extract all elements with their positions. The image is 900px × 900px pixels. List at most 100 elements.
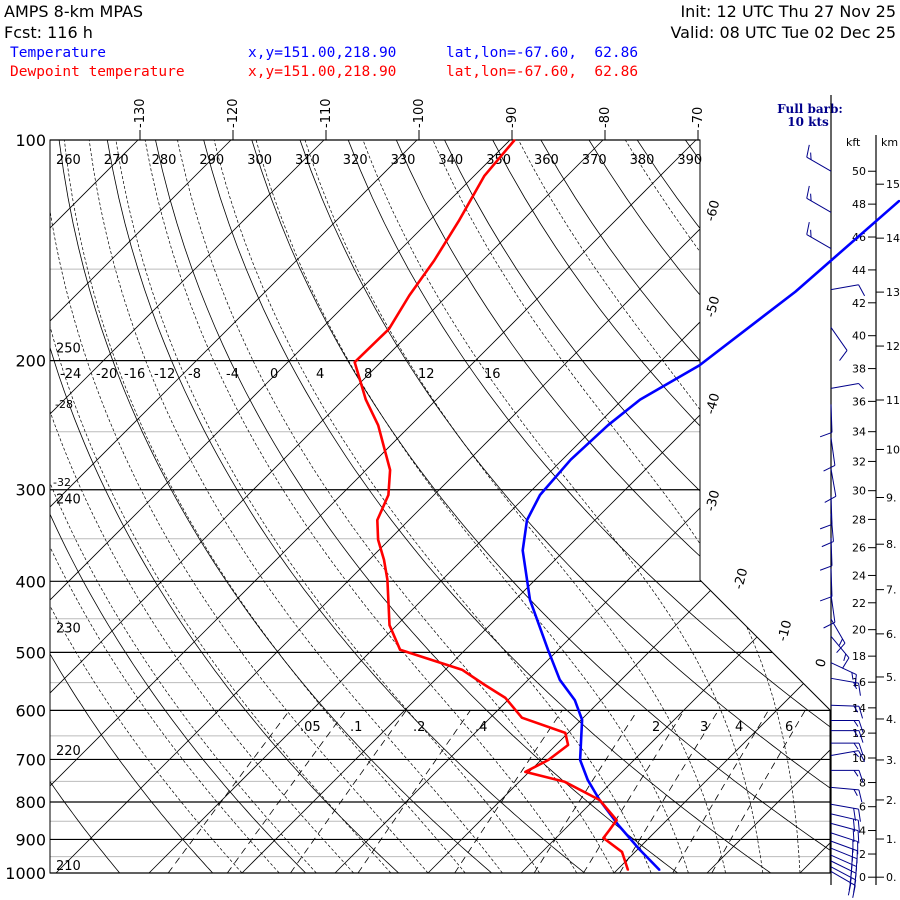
- dewpoint-point: [602, 837, 605, 839]
- dewpoint-point: [353, 361, 356, 364]
- wind-barb: [830, 284, 866, 297]
- km-label: 15.: [886, 178, 900, 191]
- pressure-label: 1000: [5, 864, 46, 883]
- isotherm-line: [706, 140, 830, 873]
- barb-staff: [830, 382, 859, 389]
- forecast-hour: Fcst: 116 h: [4, 23, 93, 42]
- isotherm-label: -110: [319, 98, 334, 128]
- kft-label: 44: [852, 264, 866, 277]
- dry-adiabat-line: [50, 140, 121, 873]
- barb-feather: [853, 682, 858, 690]
- legend-dewpoint-latlon: lat,lon=-67.60, 62.86: [446, 64, 638, 80]
- moist-adiabat-label: 12: [418, 367, 435, 382]
- wind-barb: [806, 185, 832, 213]
- moist-adiabat-label: -4: [226, 367, 239, 382]
- temperature-point: [794, 290, 797, 293]
- barb-feather: [858, 383, 864, 390]
- temperature-point: [569, 458, 572, 461]
- legend-dewpoint-xy: x,y=151.00,218.90: [248, 64, 396, 80]
- dewpoint-point: [484, 684, 486, 686]
- theta-label: 380: [630, 153, 655, 168]
- dewpoint-point: [384, 449, 386, 452]
- kft-label: 32: [852, 455, 866, 468]
- km-label: 4.: [886, 713, 897, 726]
- km-title: km: [881, 136, 898, 149]
- barb-staff: [830, 437, 836, 466]
- pressure-label: 500: [15, 643, 46, 662]
- moist-adiabat-line: [50, 140, 243, 873]
- wind-barb: [831, 769, 864, 783]
- moist-adiabat-line: [50, 140, 429, 873]
- theta-label: 230: [56, 622, 81, 637]
- barb-feather: [858, 742, 864, 756]
- temperature-point: [521, 549, 524, 552]
- kft-label: 10: [852, 752, 866, 765]
- dewpoint-point: [383, 559, 385, 561]
- kft-label: 40: [852, 330, 866, 343]
- moist-adiabat-line: [64, 140, 466, 873]
- moist-adiabat-line: [213, 140, 652, 873]
- theta-label: 340: [438, 153, 463, 168]
- moist-adiabat-line: [50, 140, 317, 873]
- kft-label: 42: [852, 297, 866, 310]
- pressure-label: 800: [15, 793, 46, 812]
- theta-label: 370: [582, 153, 607, 168]
- barb-feather: [853, 751, 859, 758]
- kft-label: 8: [859, 777, 866, 790]
- temperature-point: [698, 364, 701, 367]
- isotherm-line: [520, 140, 830, 873]
- kft-label: 26: [852, 542, 866, 555]
- isotherm-label: -130: [133, 98, 148, 128]
- moist-adiabat-label: 0: [270, 367, 278, 382]
- theta-label: 360: [534, 153, 559, 168]
- isotherm-line: [50, 140, 697, 873]
- barb-feather: [853, 742, 859, 750]
- kft-label: 30: [852, 485, 866, 498]
- plot-frame: [49, 139, 831, 874]
- dewpoint-point: [364, 398, 367, 401]
- barb-feather: [853, 789, 858, 796]
- pressure-label: 100: [15, 131, 46, 150]
- theta-label: 300: [247, 153, 272, 168]
- barb-feather: [858, 809, 861, 822]
- mixing-ratio-label: .2: [413, 720, 425, 735]
- legend-dewpoint-name: Dewpoint temperature: [10, 64, 185, 80]
- barb-feather: [858, 789, 863, 803]
- temperature-line: [521, 199, 900, 872]
- barb-feather: [806, 222, 810, 235]
- moist-adiabat-label: -20: [96, 367, 117, 382]
- wind-barb: [806, 222, 832, 249]
- dewpoint-point: [389, 469, 391, 471]
- temperature-point: [529, 599, 531, 601]
- mixing-ratio-label: 4: [735, 720, 743, 735]
- temperature-point: [587, 779, 589, 781]
- moist-adiabat-line: [362, 140, 764, 873]
- wind-barb: [830, 870, 856, 898]
- kft-title: kft: [846, 136, 861, 149]
- isotherm-label: -80: [598, 107, 613, 128]
- km-label: 8.: [886, 538, 897, 551]
- barb-feather: [853, 720, 859, 727]
- dewpoint-point: [376, 519, 379, 521]
- barb-feather: [858, 730, 864, 743]
- moist-adiabat-line: [304, 140, 726, 873]
- kft-label: 2: [859, 848, 866, 861]
- background-lines: [50, 140, 830, 873]
- barb-feather: [819, 523, 833, 530]
- barb-feather: [858, 706, 864, 719]
- pressure-label: 600: [15, 701, 46, 720]
- km-label: 2.: [886, 794, 897, 807]
- barb-legend-line1: Full barb:: [777, 102, 843, 116]
- barb-feather: [839, 350, 848, 361]
- legend-temperature-name: Temperature: [10, 45, 106, 61]
- mixing-ratio-label: 3: [700, 720, 708, 735]
- dewpoint-point: [513, 139, 516, 141]
- dewpoint-point: [627, 869, 629, 871]
- dewpoint-point: [564, 732, 567, 734]
- temperature-point: [639, 849, 641, 851]
- kft-label: 38: [852, 363, 866, 376]
- pressure-label: 700: [15, 750, 46, 769]
- kft-label: 14: [852, 702, 866, 715]
- temperature-point: [581, 718, 583, 721]
- isotherm-label: 0: [813, 657, 830, 669]
